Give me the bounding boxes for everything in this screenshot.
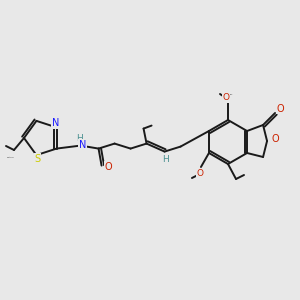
Text: O: O: [223, 94, 230, 103]
Text: methoxy: methoxy: [223, 94, 233, 95]
Text: O: O: [196, 169, 203, 178]
Text: O: O: [271, 134, 279, 144]
Text: O: O: [105, 162, 112, 172]
Text: N: N: [52, 118, 59, 128]
Text: H: H: [76, 134, 83, 143]
Text: methyl: methyl: [7, 157, 15, 158]
Text: S: S: [34, 154, 40, 164]
Text: H: H: [162, 155, 169, 164]
Text: O: O: [276, 104, 284, 114]
Text: N: N: [79, 140, 86, 150]
